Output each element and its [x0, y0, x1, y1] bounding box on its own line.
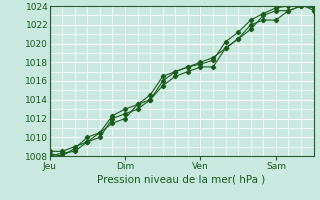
- X-axis label: Pression niveau de la mer( hPa ): Pression niveau de la mer( hPa ): [98, 175, 266, 185]
